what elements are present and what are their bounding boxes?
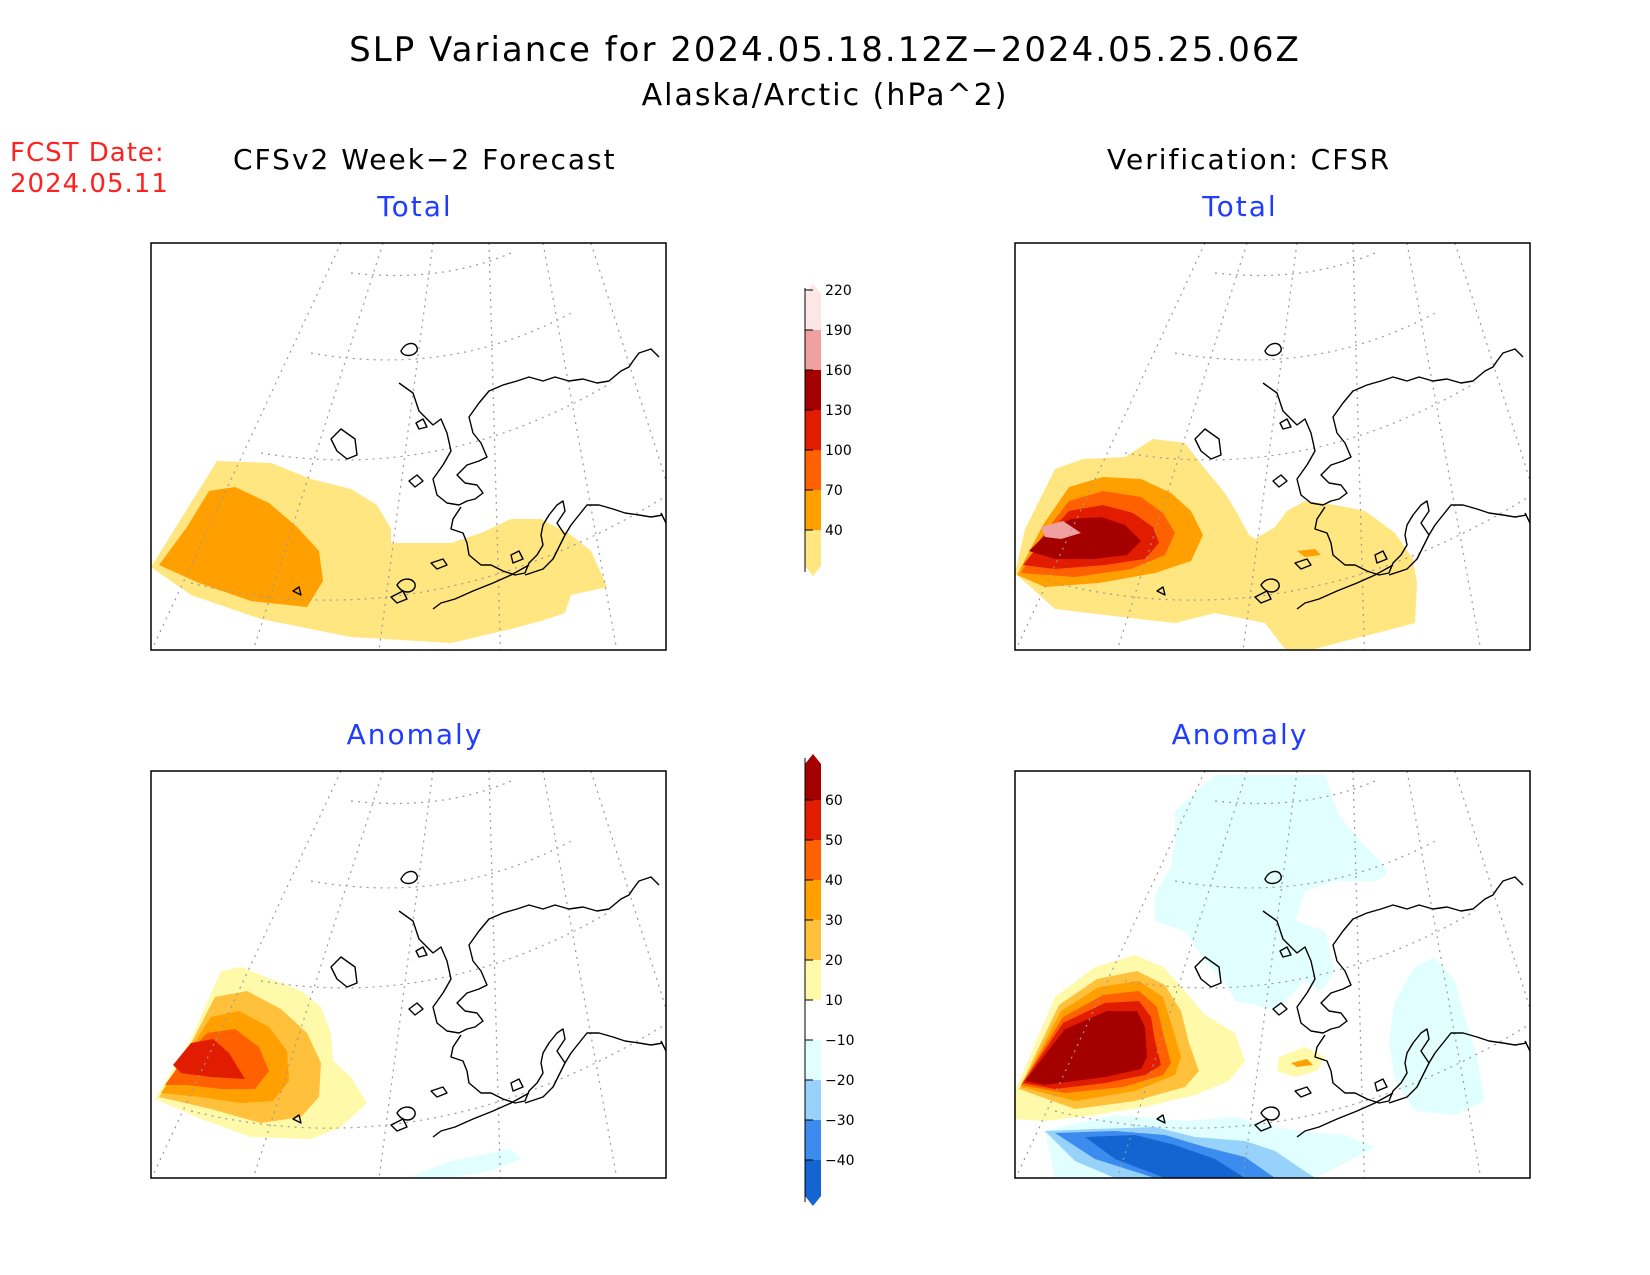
- map-frame: [150, 770, 667, 1179]
- forecast-column-header: CFSv2 Week−2 Forecast: [233, 143, 617, 176]
- colorbar-swatch: [805, 754, 821, 800]
- colorbar-swatch: [805, 330, 821, 370]
- colorbar-label: −30: [825, 1113, 855, 1129]
- contour-70-100: [159, 487, 323, 607]
- contour-40-50-small: [1291, 1059, 1313, 1067]
- colorbar-swatch: [805, 960, 821, 1000]
- forecast-anomaly-map: [150, 770, 667, 1179]
- chart-subtitle: Alaska/Arctic (hPa^2): [641, 78, 1009, 113]
- colorbar-swatch: [805, 284, 821, 330]
- contour-minus10-minus20-north: [1155, 775, 1387, 1011]
- forecast-date-label: FCST Date:: [10, 138, 165, 168]
- colorbar-label: 40: [825, 873, 843, 889]
- colorbar-swatch: [805, 490, 821, 530]
- verification-anomaly-title: Anomaly: [1171, 718, 1309, 751]
- contour-above-60: [1025, 1011, 1147, 1085]
- colorbar-label: 40: [825, 523, 843, 539]
- colorbar-swatch: [805, 370, 821, 410]
- colorbar-swatch: [805, 1160, 821, 1206]
- contour-190-220: [1041, 521, 1081, 539]
- colorbar-swatch: [805, 1000, 821, 1040]
- forecast-date: FCST Date: 2024.05.11: [10, 138, 169, 200]
- colorbar-label: 220: [825, 283, 852, 299]
- colorbar-label: 30: [825, 913, 843, 929]
- colorbar-swatch: [805, 920, 821, 960]
- colorbar-swatch: [805, 450, 821, 490]
- colorbar-label: 50: [825, 833, 843, 849]
- colorbar-swatch: [805, 530, 821, 576]
- colorbar-swatch: [805, 840, 821, 880]
- colorbar-label: 160: [825, 363, 852, 379]
- forecast-total-title: Total: [377, 190, 453, 223]
- contour-below-minus40: [1085, 1135, 1245, 1178]
- colorbar-label: 20: [825, 953, 843, 969]
- verification-column-header: Verification: CFSR: [1107, 143, 1392, 176]
- contour-50-60: [173, 1039, 245, 1079]
- colorbar-swatch: [805, 880, 821, 920]
- forecast-date-value: 2024.05.11: [10, 169, 169, 199]
- anomaly-colorbar: −40 −30 −20 −10 10 20 30 40 50 60: [804, 754, 855, 1206]
- chart-title: SLP Variance for 2024.05.18.12Z−2024.05.…: [349, 30, 1301, 70]
- colorbar-swatch: [805, 800, 821, 840]
- colorbar-label: 60: [825, 793, 843, 809]
- colorbar-label: 70: [825, 483, 843, 499]
- colorbar-label: 190: [825, 323, 852, 339]
- colorbar-swatch: [805, 1120, 821, 1160]
- contour-minus10-minus20-east: [1389, 957, 1485, 1115]
- colorbar-label: −20: [825, 1073, 855, 1089]
- contour-minus10-minus20: [407, 1149, 521, 1178]
- colorbar-label: −10: [825, 1033, 855, 1049]
- forecast-anomaly-title: Anomaly: [346, 718, 484, 751]
- colorbar-swatch: [805, 1080, 821, 1120]
- total-colorbar: 40 70 100 130 160 190 220: [804, 283, 852, 576]
- verification-total-map: [1014, 242, 1531, 651]
- forecast-total-map: [150, 242, 667, 651]
- colorbar-swatch: [805, 410, 821, 450]
- map-frame: [1014, 770, 1531, 1179]
- verification-anomaly-map: [1014, 770, 1531, 1179]
- colorbar-label: 10: [825, 993, 843, 1009]
- colorbar-swatch: [805, 1040, 821, 1080]
- colorbar-label: 130: [825, 403, 852, 419]
- colorbar-label: 100: [825, 443, 852, 459]
- map-frame: [150, 242, 667, 651]
- colorbar-label: −40: [825, 1153, 855, 1169]
- contour-70-100-small: [1297, 549, 1321, 557]
- map-frame: [1014, 242, 1531, 651]
- verification-total-title: Total: [1202, 190, 1278, 223]
